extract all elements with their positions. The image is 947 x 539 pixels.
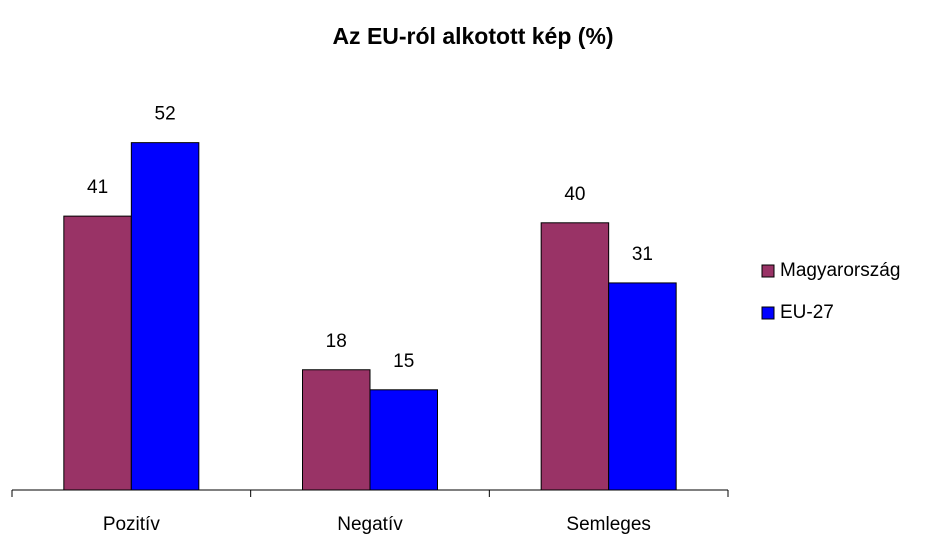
- bar: [608, 282, 677, 491]
- x-tick-label: Pozitív: [103, 514, 161, 535]
- data-label: 18: [326, 331, 347, 352]
- bar: [369, 389, 438, 491]
- x-tick-label: Semleges: [566, 514, 651, 535]
- data-label: 40: [564, 184, 585, 205]
- legend-label: Magyarország: [780, 260, 900, 281]
- data-label: 15: [393, 351, 414, 372]
- bar: [130, 142, 200, 491]
- chart-title: Az EU-ról alkotott kép (%): [332, 23, 613, 49]
- legend-swatch: [761, 264, 775, 278]
- data-label: 52: [155, 104, 176, 125]
- x-tick-label: Negatív: [337, 514, 403, 535]
- legend-swatch: [761, 306, 775, 320]
- data-label: 31: [632, 244, 653, 265]
- data-label: 41: [87, 177, 108, 198]
- legend-label: EU-27: [780, 302, 834, 323]
- bar: [63, 215, 132, 491]
- bar: [302, 369, 371, 491]
- bar: [540, 222, 610, 491]
